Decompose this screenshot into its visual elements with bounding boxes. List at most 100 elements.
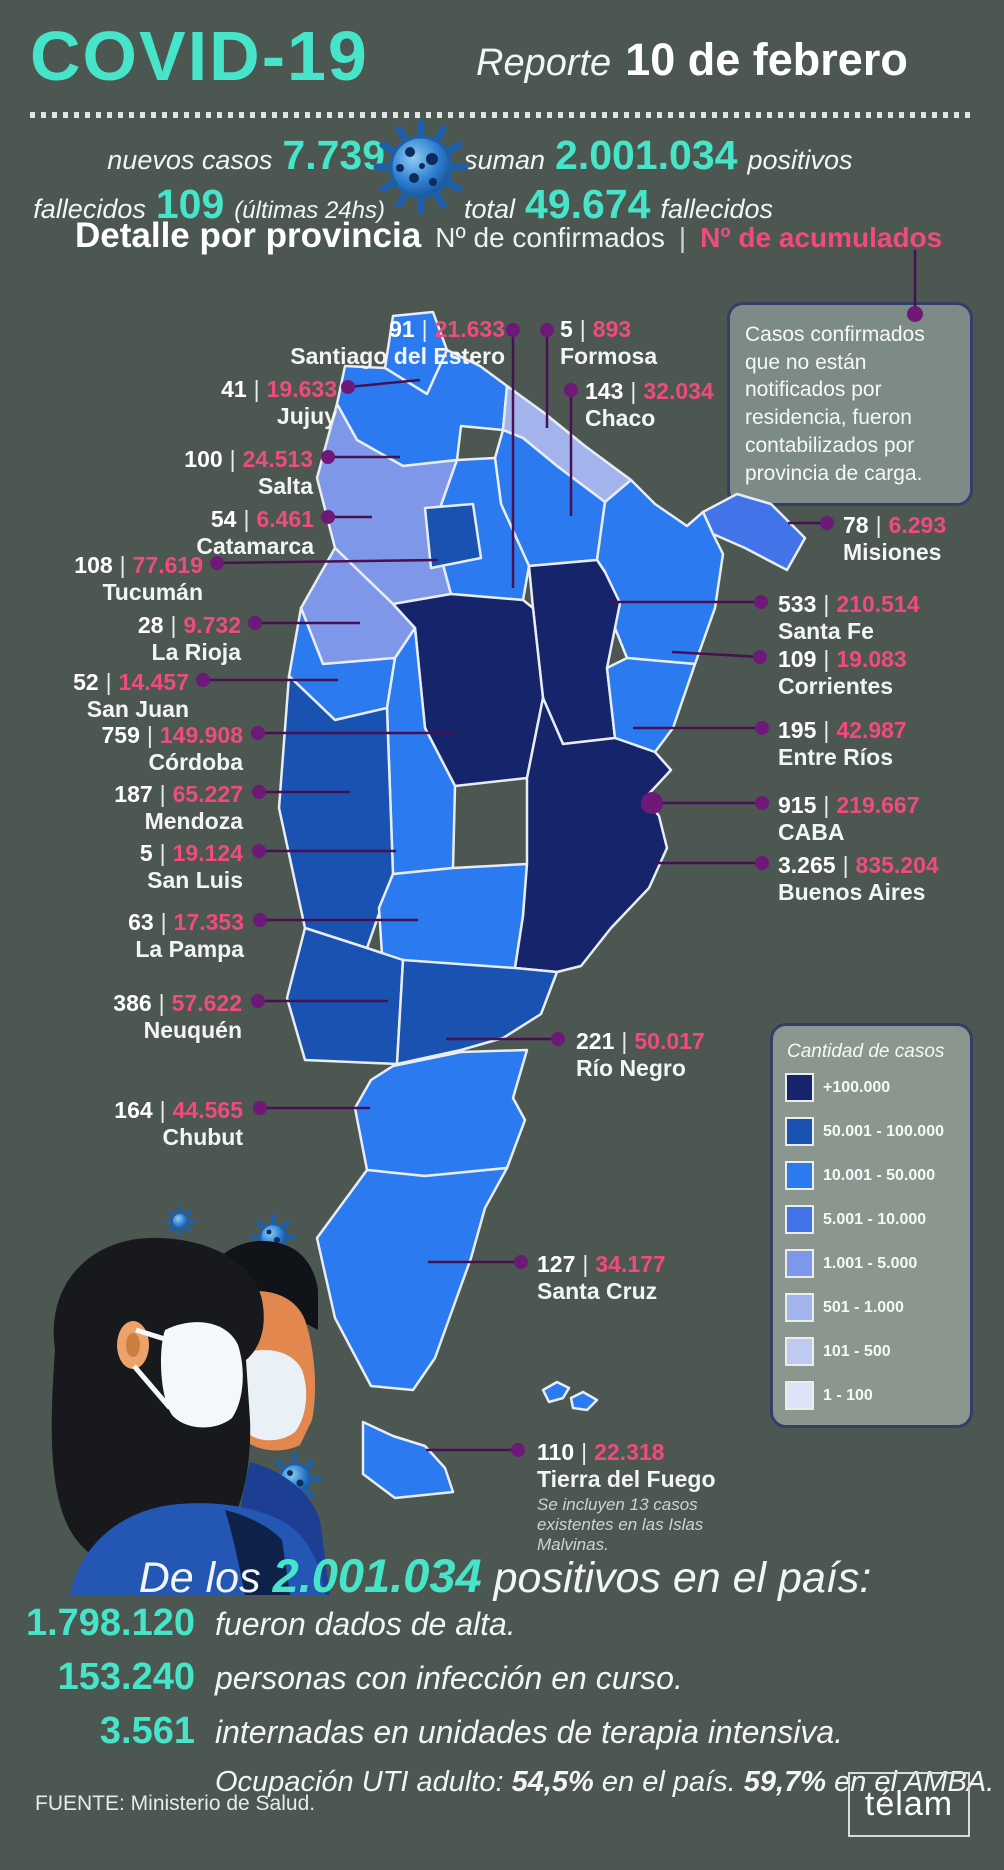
province-label-mendoza: 187 65.227 Mendoza: [114, 781, 243, 835]
uti-country-value: 54,5%: [511, 1766, 594, 1798]
province-label-la-rioja: 28 9.732 La Rioja: [138, 612, 241, 666]
province-confirmed-value: 3.265: [778, 852, 836, 878]
province-confirmed-value: 5: [139, 840, 153, 866]
uti-amba-value: 59,7%: [743, 1766, 827, 1798]
icu-occupancy-line: Ocupación UTI adulto: 54,5% en el país. …: [215, 1766, 994, 1799]
total-deaths-row: total 49.674 fallecidos: [464, 181, 1004, 228]
report-label: Reporte: [476, 42, 612, 84]
province-name: Buenos Aires: [778, 879, 926, 905]
deaths-value: 109: [155, 181, 225, 227]
legend-range-label: +100.000: [823, 1078, 891, 1096]
person-illustration: [51, 1237, 330, 1595]
pipe-separator: [163, 612, 183, 638]
legend-range-label: 50.001 - 100.000: [823, 1122, 944, 1140]
province-name: Chubut: [162, 1124, 243, 1150]
dotted-separator: [30, 112, 975, 118]
province-confirmed-value: 63: [128, 909, 154, 935]
province-shape-rio-negro: [395, 958, 559, 1066]
province-accumulated-value: 149.908: [159, 722, 243, 748]
province-confirmed-value: 759: [101, 722, 140, 748]
uti-mid: en el país.: [601, 1766, 736, 1798]
province-accumulated-value: 6.293: [888, 512, 947, 538]
province-accumulated-value: 19.633: [266, 376, 337, 402]
map-legend: Cantidad de casos +100.000 50.001 - 100.…: [770, 1023, 973, 1428]
province-label-corrientes: 109 19.083 Corrientes: [778, 646, 907, 700]
active-value: 153.240: [57, 1656, 195, 1698]
argentina-map: [277, 310, 807, 1500]
province-label-caba: 915 219.667 CABA: [778, 792, 920, 846]
intro-total: 2.001.034: [272, 1549, 482, 1602]
pipe-separator: [99, 669, 119, 695]
total-deaths-label: total: [464, 194, 516, 224]
province-accumulated-value: 34.177: [595, 1251, 666, 1277]
pipe-separator: [247, 376, 267, 402]
province-label-entre-rios: 195 42.987 Entre Ríos: [778, 717, 907, 771]
pipe-separator: [223, 446, 243, 472]
province-confirmed-value: 187: [114, 781, 153, 807]
province-label-neuquen: 386 57.622 Neuquén: [113, 990, 242, 1044]
legend-color-swatch: [785, 1293, 814, 1322]
province-accumulated-value: 57.622: [171, 990, 242, 1016]
province-confirmed-value: 127: [537, 1251, 576, 1277]
province-confirmed-value: 5: [560, 316, 573, 342]
province-accumulated-value: 50.017: [634, 1028, 705, 1054]
province-confirmed-value: 41: [221, 376, 247, 402]
pipe-separator: [816, 591, 836, 617]
province-shape-misiones: [701, 492, 807, 572]
footer-intro: De los 2.001.034 positivos en el país:: [90, 1548, 920, 1603]
province-confirmed-value: 109: [778, 646, 817, 672]
legend-range-label: 5.001 - 10.000: [823, 1210, 927, 1228]
province-name: Salta: [258, 473, 313, 499]
province-name: Santiago del Estero: [290, 343, 505, 369]
province-shape-corrientes: [595, 478, 725, 666]
province-accumulated-value: 22.318: [594, 1439, 665, 1465]
province-confirmed-value: 110: [537, 1439, 575, 1465]
total-positive-label: suman: [464, 145, 546, 175]
deaths-label: fallecidos: [33, 194, 146, 224]
pipe-separator: [869, 512, 889, 538]
province-accumulated-value: 835.204: [855, 852, 939, 878]
province-name: Córdoba: [148, 749, 243, 775]
legend-range-label: 1 - 100: [823, 1386, 873, 1404]
pipe-separator: [153, 840, 173, 866]
pipe-separator: [152, 990, 172, 1016]
pipe-separator: [836, 852, 856, 878]
source-attribution: FUENTE: Ministerio de Salud.: [35, 1792, 316, 1815]
pipe-separator: [153, 781, 173, 807]
legend-color-swatch: [785, 1205, 814, 1234]
legend-color-swatch: [785, 1381, 814, 1410]
new-cases-label: nuevos casos: [107, 145, 273, 175]
telam-logo-text: télam: [864, 1785, 954, 1823]
province-shape-chubut: [353, 1048, 529, 1178]
pipe-separator: [574, 1439, 594, 1465]
province-confirmed-value: 78: [843, 512, 869, 538]
province-accumulated-value: 6.461: [256, 506, 314, 532]
icu-label: internadas en unidades de terapia intens…: [215, 1714, 843, 1750]
province-name: Jujuy: [276, 403, 337, 429]
intro-suffix: positivos en el país:: [493, 1554, 872, 1602]
province-label-santiago-del-estero: 91 21.633 Santiago del Estero: [290, 316, 505, 370]
province-accumulated-value: 65.227: [172, 781, 243, 807]
province-label-rio-negro: 221 50.017 Río Negro: [576, 1028, 705, 1082]
province-name: Tierra del Fuego: [537, 1466, 716, 1492]
province-name: Chaco: [585, 405, 656, 431]
province-name: Misiones: [843, 539, 942, 565]
province-confirmed-value: 91: [389, 316, 415, 342]
caba-marker: [641, 792, 663, 814]
pipe-separator: [153, 1097, 173, 1123]
recovered-label: fueron dados de alta.: [215, 1606, 516, 1642]
legend-color-swatch: [785, 1161, 814, 1190]
legend-items: +100.000 50.001 - 100.000 10.001 - 50.00…: [785, 1073, 958, 1410]
recovered-value: 1.798.120: [25, 1602, 195, 1644]
province-shape-santa-cruz: [315, 1166, 509, 1392]
province-label-cordoba: 759 149.908 Córdoba: [102, 722, 244, 776]
legend-title: Cantidad de casos: [787, 1041, 945, 1062]
province-name: Santa Cruz: [537, 1278, 658, 1304]
province-name: San Juan: [86, 696, 189, 722]
province-shape-entre-rios: [605, 656, 697, 754]
province-confirmed-value: 195: [778, 717, 817, 743]
province-name: Corrientes: [778, 673, 894, 699]
province-name: Mendoza: [144, 808, 243, 834]
